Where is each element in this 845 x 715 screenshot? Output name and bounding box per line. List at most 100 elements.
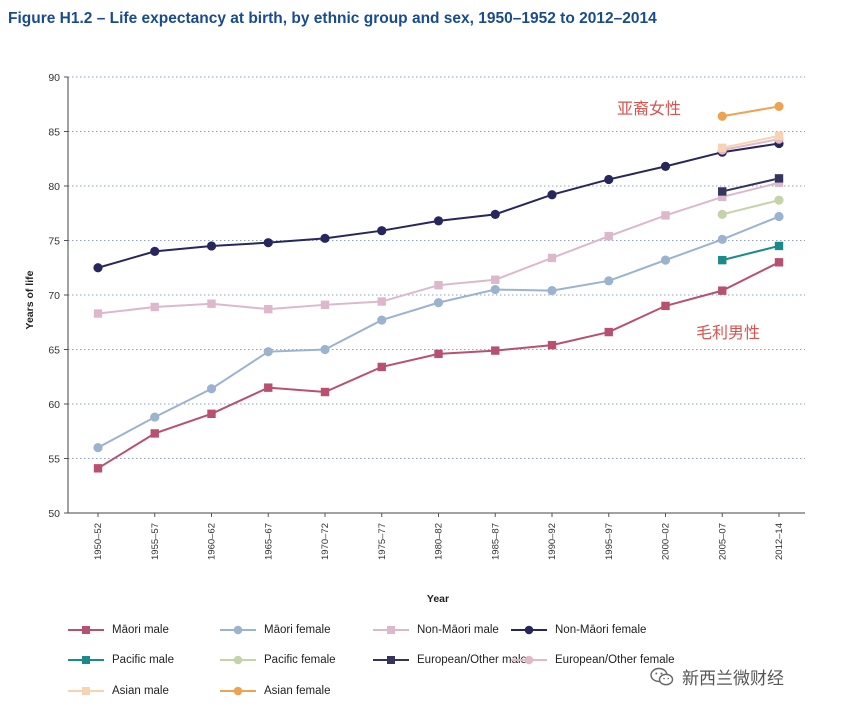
legend-item: European/Other female: [511, 654, 675, 666]
legend-label: Pacific female: [264, 654, 336, 666]
legend-item: Non-Māori male: [373, 624, 499, 636]
legend-item: Māori female: [220, 624, 330, 636]
data-point-square: [320, 387, 330, 397]
series-line: [97, 142, 780, 269]
legend-label: European/Other female: [555, 654, 675, 666]
data-point-circle: [774, 195, 784, 205]
data-point-square: [150, 302, 159, 312]
data-point-circle: [320, 344, 330, 355]
x-tick-label: 2000–02: [661, 523, 672, 560]
data-point-square: [150, 429, 159, 438]
data-point-circle: [774, 211, 784, 222]
y-tick-label: 60: [48, 399, 60, 411]
series-line: [722, 105, 780, 118]
legend-item: Māori male: [68, 624, 169, 636]
y-axis-title: Years of life: [24, 270, 36, 329]
legend-item: Non-Māori female: [511, 624, 646, 636]
series-markers: [93, 101, 784, 473]
data-point-square: [547, 253, 557, 263]
data-point-square: [774, 241, 784, 251]
y-tick-label: 50: [48, 508, 60, 520]
data-point-circle: [717, 111, 727, 121]
data-point-square: [661, 211, 670, 220]
data-point-square: [491, 346, 500, 355]
series-line: [97, 181, 780, 315]
y-tick-label: 55: [48, 454, 60, 466]
legend-label: Pacific male: [112, 654, 174, 666]
legend-label: Māori female: [264, 624, 331, 636]
axes: [64, 76, 805, 517]
data-point-square: [774, 178, 784, 187]
data-point-circle: [660, 255, 671, 265]
x-tick-label: 2005–07: [717, 523, 728, 560]
data-point-circle: [206, 241, 217, 251]
annotation-asian-female: 亚裔女性: [617, 99, 681, 118]
y-tick-label: 90: [48, 72, 60, 84]
data-point-circle: [433, 216, 444, 226]
gridlines: [68, 76, 805, 459]
data-point-circle: [150, 412, 160, 422]
data-point-circle: [547, 286, 557, 296]
x-tick-labels: 1950–52 1955–57 1960–62 1965–67 1970–72 1975–…: [93, 523, 785, 560]
legend-swatch: [220, 625, 256, 635]
data-point-circle: [490, 284, 500, 295]
series-line: [722, 138, 780, 152]
data-point-square: [718, 286, 727, 295]
series-line: [97, 215, 780, 449]
data-point-square: [774, 258, 784, 267]
legend-item: Pacific female: [220, 654, 336, 666]
data-point-circle: [774, 101, 784, 112]
data-point-square: [604, 231, 613, 241]
data-point-square: [491, 275, 500, 284]
data-point-circle: [433, 298, 444, 308]
data-point-circle: [263, 238, 273, 248]
legend-label: Asian male: [112, 685, 169, 697]
legend-label: Māori male: [112, 624, 169, 636]
wechat-icon: [650, 667, 674, 685]
data-point-square: [264, 383, 273, 392]
y-tick-label: 75: [48, 236, 60, 248]
data-point-circle: [377, 315, 387, 325]
legend-swatch: [220, 655, 256, 665]
data-point-circle: [206, 384, 217, 394]
data-point-square: [661, 301, 670, 311]
data-point-circle: [377, 226, 387, 236]
x-tick-label: 1985–87: [490, 523, 501, 560]
data-point-square: [718, 192, 727, 202]
series-line: [722, 177, 780, 193]
x-tick-label: 1975–77: [377, 523, 388, 560]
data-point-square: [377, 362, 386, 372]
data-point-circle: [547, 190, 557, 200]
watermark: 新西兰微财经: [650, 664, 784, 689]
y-tick-label: 85: [48, 127, 60, 139]
data-point-circle: [263, 347, 273, 357]
x-tick-label: 1970–72: [320, 523, 331, 560]
x-axis-title: Year: [427, 593, 449, 605]
data-point-circle: [660, 161, 671, 171]
data-point-circle: [93, 443, 103, 453]
legend-item: Asian male: [68, 685, 169, 697]
data-point-square: [264, 304, 273, 314]
series-line: [97, 261, 780, 470]
x-tick-label: 1960–62: [207, 523, 218, 560]
x-tick-label: 1955–57: [150, 523, 161, 560]
data-point-circle: [604, 276, 614, 286]
x-tick-label: 2012–14: [774, 523, 785, 560]
data-point-circle: [604, 174, 614, 185]
data-point-square: [604, 327, 613, 337]
annotation-maori-male: 毛利男性: [696, 323, 760, 342]
legend-swatch: [220, 686, 256, 696]
legend-swatch: [68, 656, 104, 664]
y-tick-label: 70: [48, 290, 60, 302]
legend-label: European/Other male: [417, 654, 527, 666]
legend-swatch: [511, 655, 547, 665]
x-tick-label: 1965–67: [263, 523, 274, 560]
x-tick-label: 1995–97: [604, 523, 615, 560]
legend-swatch: [68, 626, 104, 634]
legend-swatch: [373, 656, 409, 664]
legend-swatch: [68, 687, 104, 695]
data-point-square: [207, 299, 216, 308]
data-point-circle: [320, 233, 330, 243]
y-tick-label: 65: [48, 345, 60, 357]
line-chart: 50 55 60 65 70 75 80 85 90 1950–52 1955–57 1960–62…: [24, 72, 805, 605]
